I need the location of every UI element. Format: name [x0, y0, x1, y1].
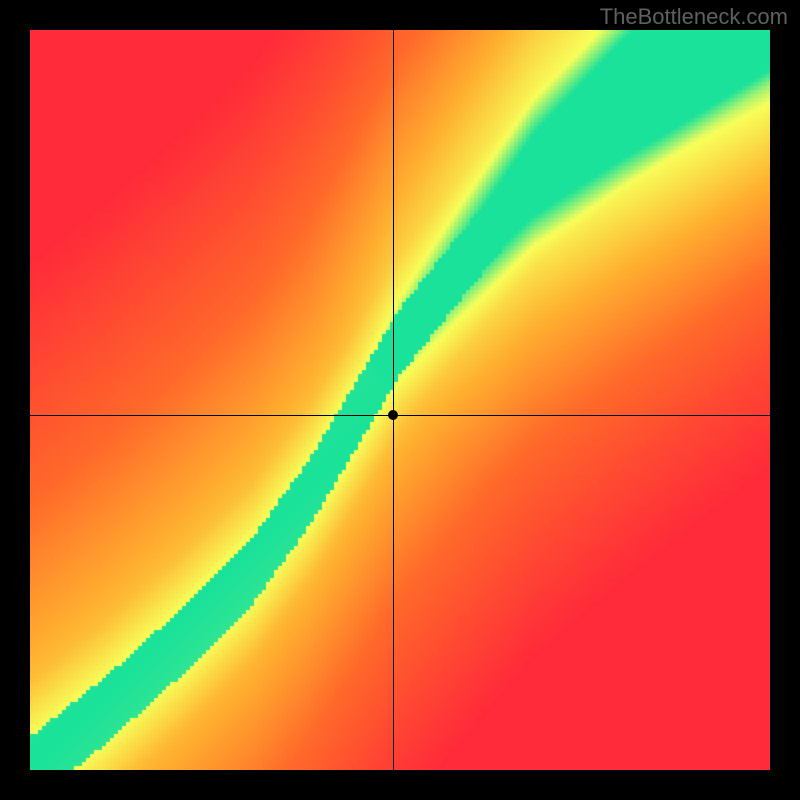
heatmap-canvas: [30, 30, 770, 770]
chart-container: TheBottleneck.com: [0, 0, 800, 800]
data-marker: [388, 410, 398, 420]
heatmap-chart: [30, 30, 770, 770]
crosshair-horizontal: [30, 415, 770, 416]
watermark-text: TheBottleneck.com: [600, 4, 788, 30]
crosshair-vertical: [393, 30, 394, 770]
